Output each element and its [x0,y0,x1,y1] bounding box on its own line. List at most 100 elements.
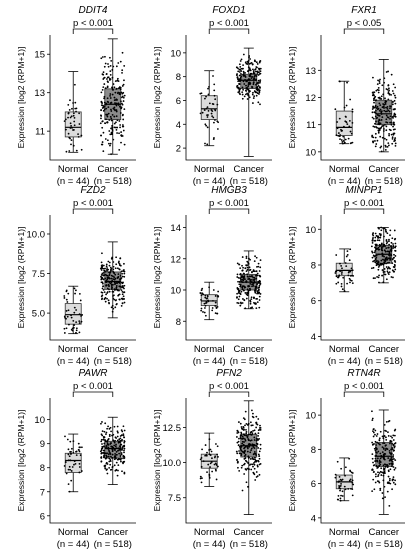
data-point [237,80,240,83]
data-point [204,296,207,299]
data-point [247,59,250,62]
data-point [201,111,204,114]
data-point [112,268,115,271]
panel-title: FXR1 [351,5,377,16]
data-point [114,91,117,94]
data-point [117,80,120,83]
data-point [372,140,374,143]
data-point [245,481,248,484]
data-point [391,101,394,103]
box-cancer [235,47,262,157]
data-point [338,135,341,138]
data-point [343,290,346,292]
data-point [116,281,119,283]
data-point [252,282,255,284]
iqr-box [200,95,218,120]
data-point [351,110,354,113]
data-point [389,229,392,232]
data-point [102,267,105,270]
data-point [384,228,387,231]
data-point [393,229,396,232]
data-point [241,285,244,288]
data-point [114,445,117,448]
data-point [244,292,247,294]
data-point [255,307,258,310]
data-point [373,239,376,242]
data-point [374,104,377,107]
data-point [342,140,345,142]
data-point [372,136,375,139]
data-point [384,453,387,455]
data-point [78,449,80,451]
data-point [77,442,80,445]
data-point [109,70,112,73]
data-point [391,103,394,106]
data-point [374,145,377,148]
data-point [349,270,352,273]
data-point [248,56,250,59]
data-point [123,108,126,111]
data-point [250,424,253,427]
data-point [371,108,374,110]
data-point [206,126,209,129]
data-point [378,281,380,284]
data-point [122,433,125,436]
data-point [388,479,391,482]
data-point [383,463,386,466]
data-point [80,446,83,449]
data-point [250,298,253,301]
data-point [377,129,380,132]
data-point [104,122,107,125]
data-point [375,435,378,437]
data-point [343,141,346,144]
data-point [123,436,125,439]
data-point [121,124,124,126]
data-point [108,466,111,469]
data-point [242,266,244,269]
data-point [371,410,373,413]
data-point [108,288,110,291]
data-point [338,274,341,277]
data-point [256,274,259,277]
data-point [203,302,206,305]
data-point [108,433,111,436]
data-point [344,474,346,477]
data-point [252,97,255,99]
data-point [340,139,343,141]
data-point [119,126,121,129]
x-sample-size-label: (n = 44) [328,356,361,367]
x-category-label: Normal [329,164,360,175]
data-point [107,112,110,115]
data-point [376,116,379,119]
data-point [214,455,217,458]
data-point [394,428,397,431]
data-point [104,452,107,455]
data-point [378,80,381,83]
data-point [379,457,382,460]
data-point [391,436,394,439]
data-point [372,478,375,481]
data-point [120,102,123,105]
data-point [216,453,218,456]
y-tick-label: 13 [34,88,45,99]
data-point [384,97,386,100]
data-point [120,100,122,103]
data-point [348,259,351,262]
data-point [381,497,384,500]
data-point [121,457,123,460]
data-point [117,458,120,461]
data-point [376,452,378,454]
data-point [385,436,387,439]
data-point [243,458,246,460]
p-value-label: p < 0.001 [73,198,113,209]
significance-bracket [343,28,385,34]
data-point [102,264,105,267]
data-point [68,455,71,458]
data-point [251,102,254,104]
data-point [75,110,77,113]
data-point [380,242,383,245]
data-point [116,474,119,477]
data-point [386,482,389,484]
